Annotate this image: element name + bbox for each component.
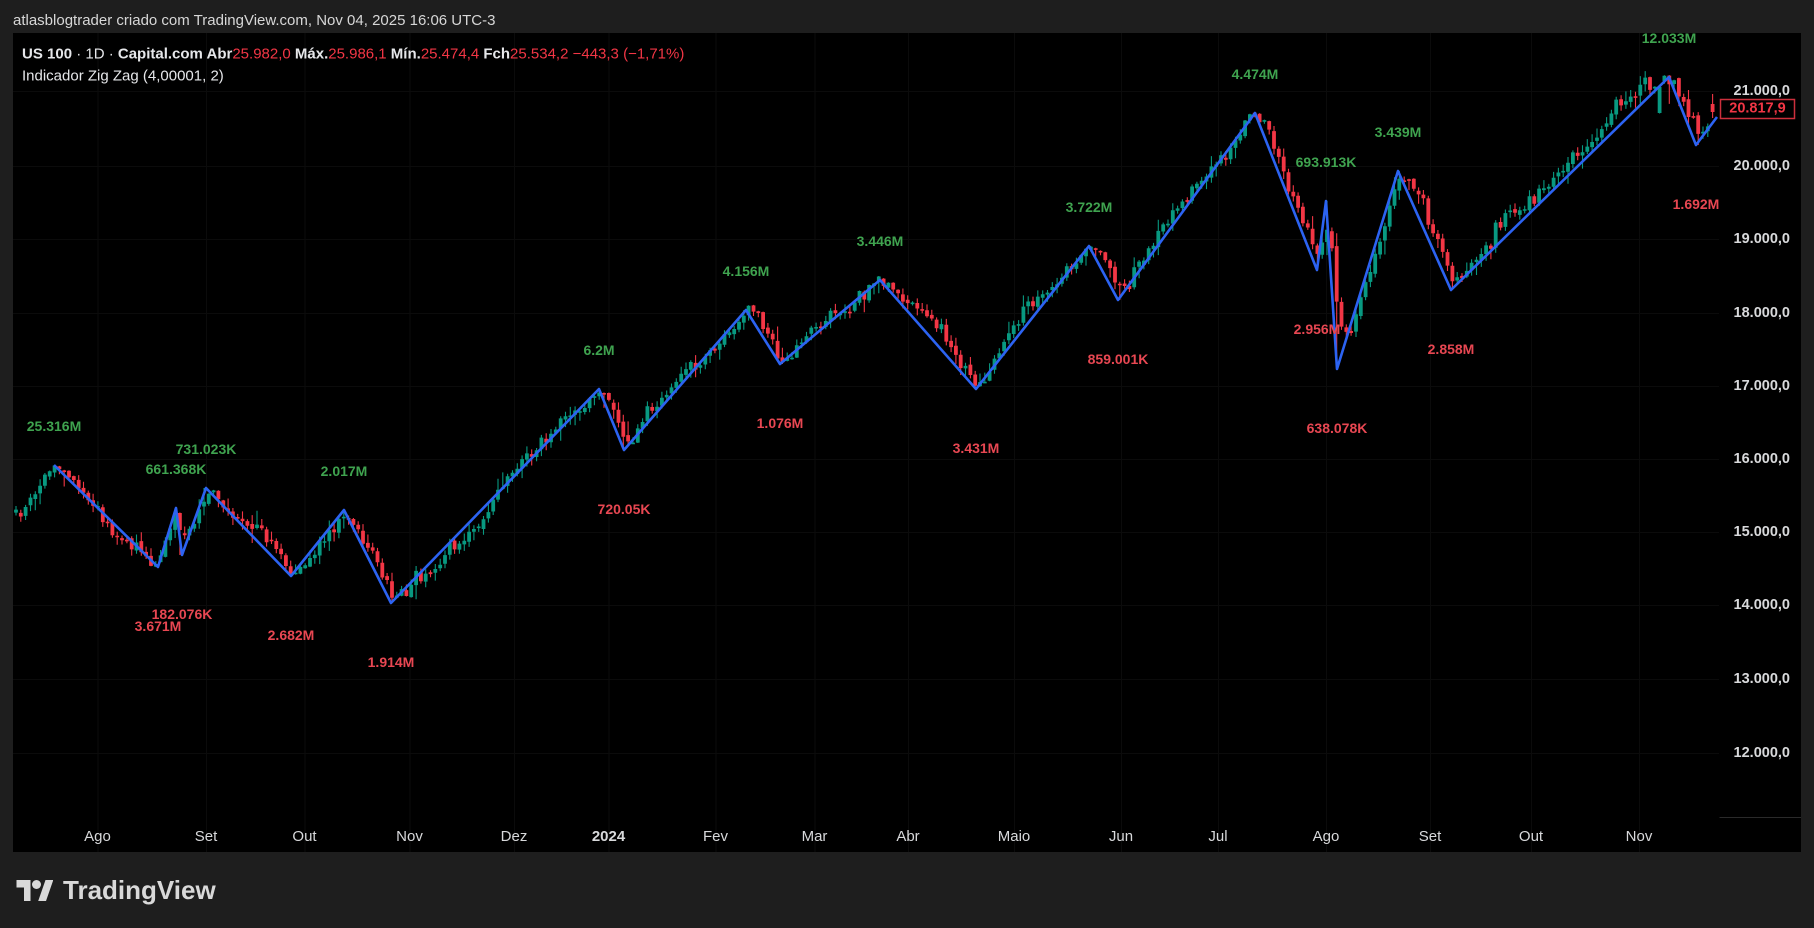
svg-text:Maio: Maio — [998, 828, 1031, 845]
svg-text:18.000,0: 18.000,0 — [1734, 305, 1790, 321]
svg-text:Ago: Ago — [1313, 828, 1340, 845]
svg-text:13.000,0: 13.000,0 — [1734, 671, 1790, 687]
svg-text:661.368K: 661.368K — [146, 461, 207, 477]
svg-text:Dez: Dez — [501, 828, 528, 845]
svg-text:1.692M: 1.692M — [1673, 196, 1720, 212]
svg-text:2.017M: 2.017M — [321, 463, 368, 479]
svg-text:720.05K: 720.05K — [598, 501, 651, 517]
svg-text:1.076M: 1.076M — [757, 415, 804, 431]
svg-text:19.000,0: 19.000,0 — [1734, 231, 1790, 247]
svg-text:1.914M: 1.914M — [368, 654, 415, 670]
svg-text:3.446M: 3.446M — [857, 233, 904, 249]
svg-text:693.913K: 693.913K — [1296, 154, 1357, 170]
svg-text:14.000,0: 14.000,0 — [1734, 597, 1790, 613]
svg-text:Jun: Jun — [1109, 828, 1133, 845]
svg-text:15.000,0: 15.000,0 — [1734, 524, 1790, 540]
svg-text:16.000,0: 16.000,0 — [1734, 451, 1790, 467]
svg-text:Fev: Fev — [703, 828, 729, 845]
svg-text:20.000,0: 20.000,0 — [1734, 158, 1790, 174]
svg-text:12.000,0: 12.000,0 — [1734, 745, 1790, 761]
svg-text:Ago: Ago — [84, 828, 111, 845]
svg-text:20.817,9: 20.817,9 — [1729, 101, 1785, 117]
svg-text:731.023K: 731.023K — [176, 441, 237, 457]
svg-text:Mar: Mar — [802, 828, 828, 845]
svg-text:Nov: Nov — [396, 828, 423, 845]
svg-text:Out: Out — [292, 828, 317, 845]
svg-text:638.078K: 638.078K — [1307, 420, 1368, 436]
svg-text:3.431M: 3.431M — [953, 440, 1000, 456]
svg-text:Out: Out — [1519, 828, 1544, 845]
svg-text:3.671M: 3.671M — [135, 618, 182, 634]
svg-text:3.722M: 3.722M — [1066, 199, 1113, 215]
svg-text:Nov: Nov — [1626, 828, 1653, 845]
svg-text:US 100 · 1D · Capital.com Abr: US 100 · 1D · Capital.com Abr25.982,0 Má… — [22, 46, 684, 63]
svg-text:Abr: Abr — [896, 828, 919, 845]
svg-text:21.000,0: 21.000,0 — [1734, 83, 1790, 99]
svg-text:3.439M: 3.439M — [1375, 124, 1422, 140]
svg-text:6.2M: 6.2M — [583, 342, 614, 358]
svg-text:12.033M: 12.033M — [1642, 33, 1696, 46]
svg-text:25.316M: 25.316M — [27, 418, 81, 434]
svg-text:859.001K: 859.001K — [1088, 351, 1149, 367]
svg-text:17.000,0: 17.000,0 — [1734, 378, 1790, 394]
svg-text:Set: Set — [1419, 828, 1442, 845]
svg-text:Indicador Zig Zag (4,00001, 2): Indicador Zig Zag (4,00001, 2) — [22, 68, 224, 85]
svg-text:2.956M: 2.956M — [1294, 321, 1341, 337]
svg-text:4.156M: 4.156M — [723, 263, 770, 279]
svg-text:2024: 2024 — [592, 828, 626, 845]
svg-text:4.474M: 4.474M — [1232, 66, 1279, 82]
svg-text:Jul: Jul — [1208, 828, 1227, 845]
svg-text:2.858M: 2.858M — [1428, 341, 1475, 357]
svg-text:182.076K: 182.076K — [152, 606, 213, 622]
svg-text:Set: Set — [195, 828, 218, 845]
svg-text:2.682M: 2.682M — [268, 627, 315, 643]
